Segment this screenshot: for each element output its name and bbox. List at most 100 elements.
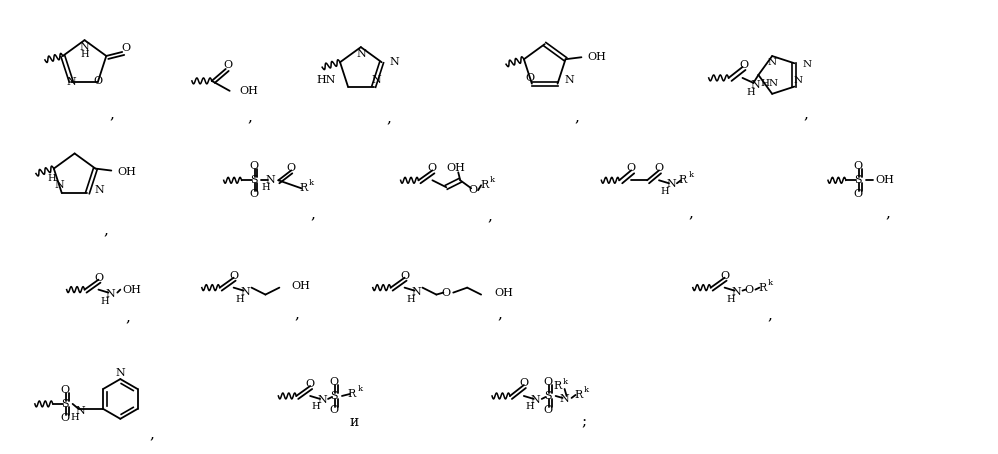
Text: H: H xyxy=(727,295,735,304)
Text: O: O xyxy=(94,75,103,85)
Text: ;: ; xyxy=(582,416,587,430)
Text: OH: OH xyxy=(118,167,136,177)
Text: O: O xyxy=(627,163,636,173)
Text: S: S xyxy=(250,175,257,185)
Text: O: O xyxy=(286,163,295,173)
Text: N: N xyxy=(95,185,104,195)
Text: H: H xyxy=(406,295,415,304)
Text: ,: , xyxy=(488,209,492,223)
Text: N: N xyxy=(55,180,65,190)
Text: R: R xyxy=(347,389,356,399)
Text: H: H xyxy=(236,295,244,304)
Text: O: O xyxy=(94,273,103,283)
Text: N: N xyxy=(565,75,574,85)
Text: O: O xyxy=(122,43,131,53)
Text: OH: OH xyxy=(240,86,258,96)
Text: H: H xyxy=(48,173,56,183)
Text: N: N xyxy=(750,80,760,90)
Text: O: O xyxy=(329,405,338,415)
Text: R: R xyxy=(554,381,562,391)
Text: N: N xyxy=(265,175,275,185)
Text: H: H xyxy=(661,187,670,196)
Text: ,: , xyxy=(104,223,109,237)
Text: H: H xyxy=(80,49,89,59)
Text: O: O xyxy=(469,185,478,195)
Text: N: N xyxy=(666,179,676,189)
Text: O: O xyxy=(224,60,233,70)
Text: O: O xyxy=(60,413,69,423)
Text: k: k xyxy=(563,378,568,386)
Text: N: N xyxy=(106,289,115,299)
Text: ,: , xyxy=(574,111,579,125)
Text: O: O xyxy=(525,73,535,83)
Text: O: O xyxy=(249,189,258,199)
Text: ,: , xyxy=(248,111,251,125)
Text: O: O xyxy=(400,271,409,281)
Text: S: S xyxy=(61,399,69,409)
Text: O: O xyxy=(329,377,338,387)
Text: R: R xyxy=(299,183,307,193)
Text: k: k xyxy=(489,176,495,184)
Text: N: N xyxy=(411,286,421,296)
Text: OH: OH xyxy=(291,281,310,291)
Text: H: H xyxy=(747,89,754,97)
Text: HN: HN xyxy=(760,79,778,89)
Text: S: S xyxy=(330,391,338,401)
Text: ,: , xyxy=(126,311,131,325)
Text: O: O xyxy=(428,163,437,173)
Text: OH: OH xyxy=(123,285,141,295)
Text: O: O xyxy=(744,285,753,295)
Text: N: N xyxy=(732,286,742,296)
Text: N: N xyxy=(66,77,76,87)
Text: и: и xyxy=(349,415,358,429)
Text: O: O xyxy=(543,405,552,415)
Text: O: O xyxy=(60,385,69,395)
Text: k: k xyxy=(584,386,589,394)
Text: OH: OH xyxy=(447,163,466,173)
Text: ,: , xyxy=(689,206,694,220)
Text: N: N xyxy=(80,42,90,52)
Text: N: N xyxy=(372,75,381,85)
Text: O: O xyxy=(230,271,239,281)
Text: N: N xyxy=(802,60,811,69)
Text: ,: , xyxy=(498,307,502,321)
Text: ,: , xyxy=(294,307,299,321)
Text: R: R xyxy=(758,283,766,293)
Text: ,: , xyxy=(885,206,890,220)
Text: N: N xyxy=(793,76,803,85)
Text: H: H xyxy=(526,402,534,411)
Text: ,: , xyxy=(310,207,315,221)
Text: O: O xyxy=(853,189,862,199)
Text: H: H xyxy=(100,297,109,306)
Text: R: R xyxy=(575,390,583,400)
Text: O: O xyxy=(519,378,528,388)
Text: N: N xyxy=(767,59,776,68)
Text: R: R xyxy=(679,175,687,185)
Text: HN: HN xyxy=(316,75,336,85)
Text: O: O xyxy=(720,271,730,281)
Text: k: k xyxy=(308,179,313,187)
Text: N: N xyxy=(76,406,86,416)
Text: H: H xyxy=(311,402,320,411)
Text: k: k xyxy=(689,171,694,179)
Text: ,: , xyxy=(767,308,772,322)
Text: N: N xyxy=(389,57,399,67)
Text: O: O xyxy=(543,377,552,387)
Text: N: N xyxy=(317,395,327,405)
Text: OH: OH xyxy=(875,175,894,185)
Text: N: N xyxy=(356,49,365,59)
Text: k: k xyxy=(357,385,362,393)
Text: ,: , xyxy=(803,108,808,122)
Text: N: N xyxy=(241,286,250,296)
Text: ,: , xyxy=(150,428,155,442)
Text: S: S xyxy=(544,391,552,401)
Text: O: O xyxy=(739,60,748,70)
Text: O: O xyxy=(853,161,862,171)
Text: ,: , xyxy=(386,112,391,126)
Text: R: R xyxy=(480,180,488,190)
Text: H: H xyxy=(70,413,79,422)
Text: O: O xyxy=(655,163,664,173)
Text: O: O xyxy=(442,287,451,297)
Text: k: k xyxy=(767,279,772,286)
Text: OH: OH xyxy=(588,52,606,62)
